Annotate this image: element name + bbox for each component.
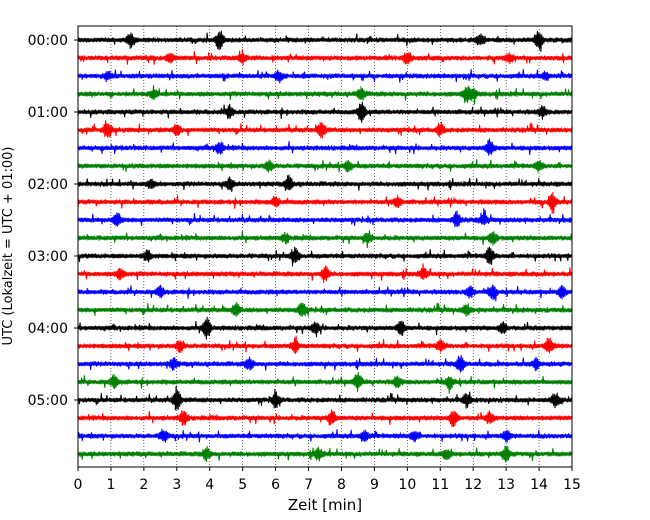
trace-row bbox=[77, 230, 573, 249]
trace-row bbox=[77, 263, 573, 283]
trace-row bbox=[77, 101, 573, 123]
x-tick-label: 15 bbox=[563, 477, 581, 493]
trace-row bbox=[77, 354, 573, 373]
trace-row bbox=[77, 385, 573, 411]
trace-row bbox=[77, 69, 573, 84]
x-axis-label: Zeit [min] bbox=[288, 496, 362, 514]
trace-row bbox=[77, 174, 573, 193]
trace-row bbox=[77, 120, 573, 139]
trace-row bbox=[77, 138, 573, 156]
trace-row bbox=[77, 445, 573, 463]
x-tick-label: 8 bbox=[337, 477, 346, 493]
y-tick-label: 05:00 bbox=[28, 393, 68, 409]
y-tick-label: 04:00 bbox=[28, 321, 68, 337]
x-tick-label: 4 bbox=[205, 477, 214, 493]
trace-row bbox=[77, 316, 573, 340]
x-tick-label: 5 bbox=[238, 477, 247, 493]
y-tick-label: 03:00 bbox=[28, 249, 68, 265]
x-axis-ticks: 0 1 2 3 4 5 6 7 8 9 10 11 12 13 14 15 bbox=[74, 467, 581, 493]
x-tick-label: 11 bbox=[431, 477, 449, 493]
x-tick-label: 10 bbox=[398, 477, 416, 493]
trace-row bbox=[77, 191, 573, 214]
plot-frame bbox=[77, 25, 573, 468]
x-tick-label: 6 bbox=[271, 477, 280, 493]
trace-row bbox=[77, 246, 573, 267]
y-tick-label: 02:00 bbox=[28, 177, 68, 193]
trace-row bbox=[77, 208, 573, 228]
seismic-traces bbox=[77, 30, 573, 463]
x-tick-label: 7 bbox=[304, 477, 313, 493]
trace-row bbox=[77, 428, 573, 443]
y-tick-label: 00:00 bbox=[28, 33, 68, 49]
trace-row bbox=[77, 371, 573, 394]
trace-row bbox=[77, 84, 573, 105]
trace-row bbox=[77, 301, 573, 317]
trace-row bbox=[77, 49, 573, 66]
trace-row bbox=[77, 159, 573, 173]
trace-row bbox=[77, 335, 573, 355]
trace-row bbox=[77, 409, 573, 428]
x-tick-label: 13 bbox=[497, 477, 515, 493]
x-tick-label: 9 bbox=[370, 477, 379, 493]
x-tick-label: 12 bbox=[464, 477, 482, 493]
y-axis-ticks: 00:00 01:00 02:00 03:00 04:00 05:00 bbox=[28, 33, 78, 409]
y-tick-label: 01:00 bbox=[28, 105, 68, 121]
x-tick-label: 3 bbox=[172, 477, 181, 493]
x-tick-label: 2 bbox=[139, 477, 148, 493]
x-tick-label: 1 bbox=[106, 477, 115, 493]
x-tick-label: 14 bbox=[530, 477, 548, 493]
trace-row bbox=[77, 30, 573, 53]
x-tick-label: 0 bbox=[74, 477, 83, 493]
trace-row bbox=[77, 284, 573, 302]
y-axis-label: UTC (Lokalzeit = UTC + 01:00) bbox=[1, 147, 16, 346]
